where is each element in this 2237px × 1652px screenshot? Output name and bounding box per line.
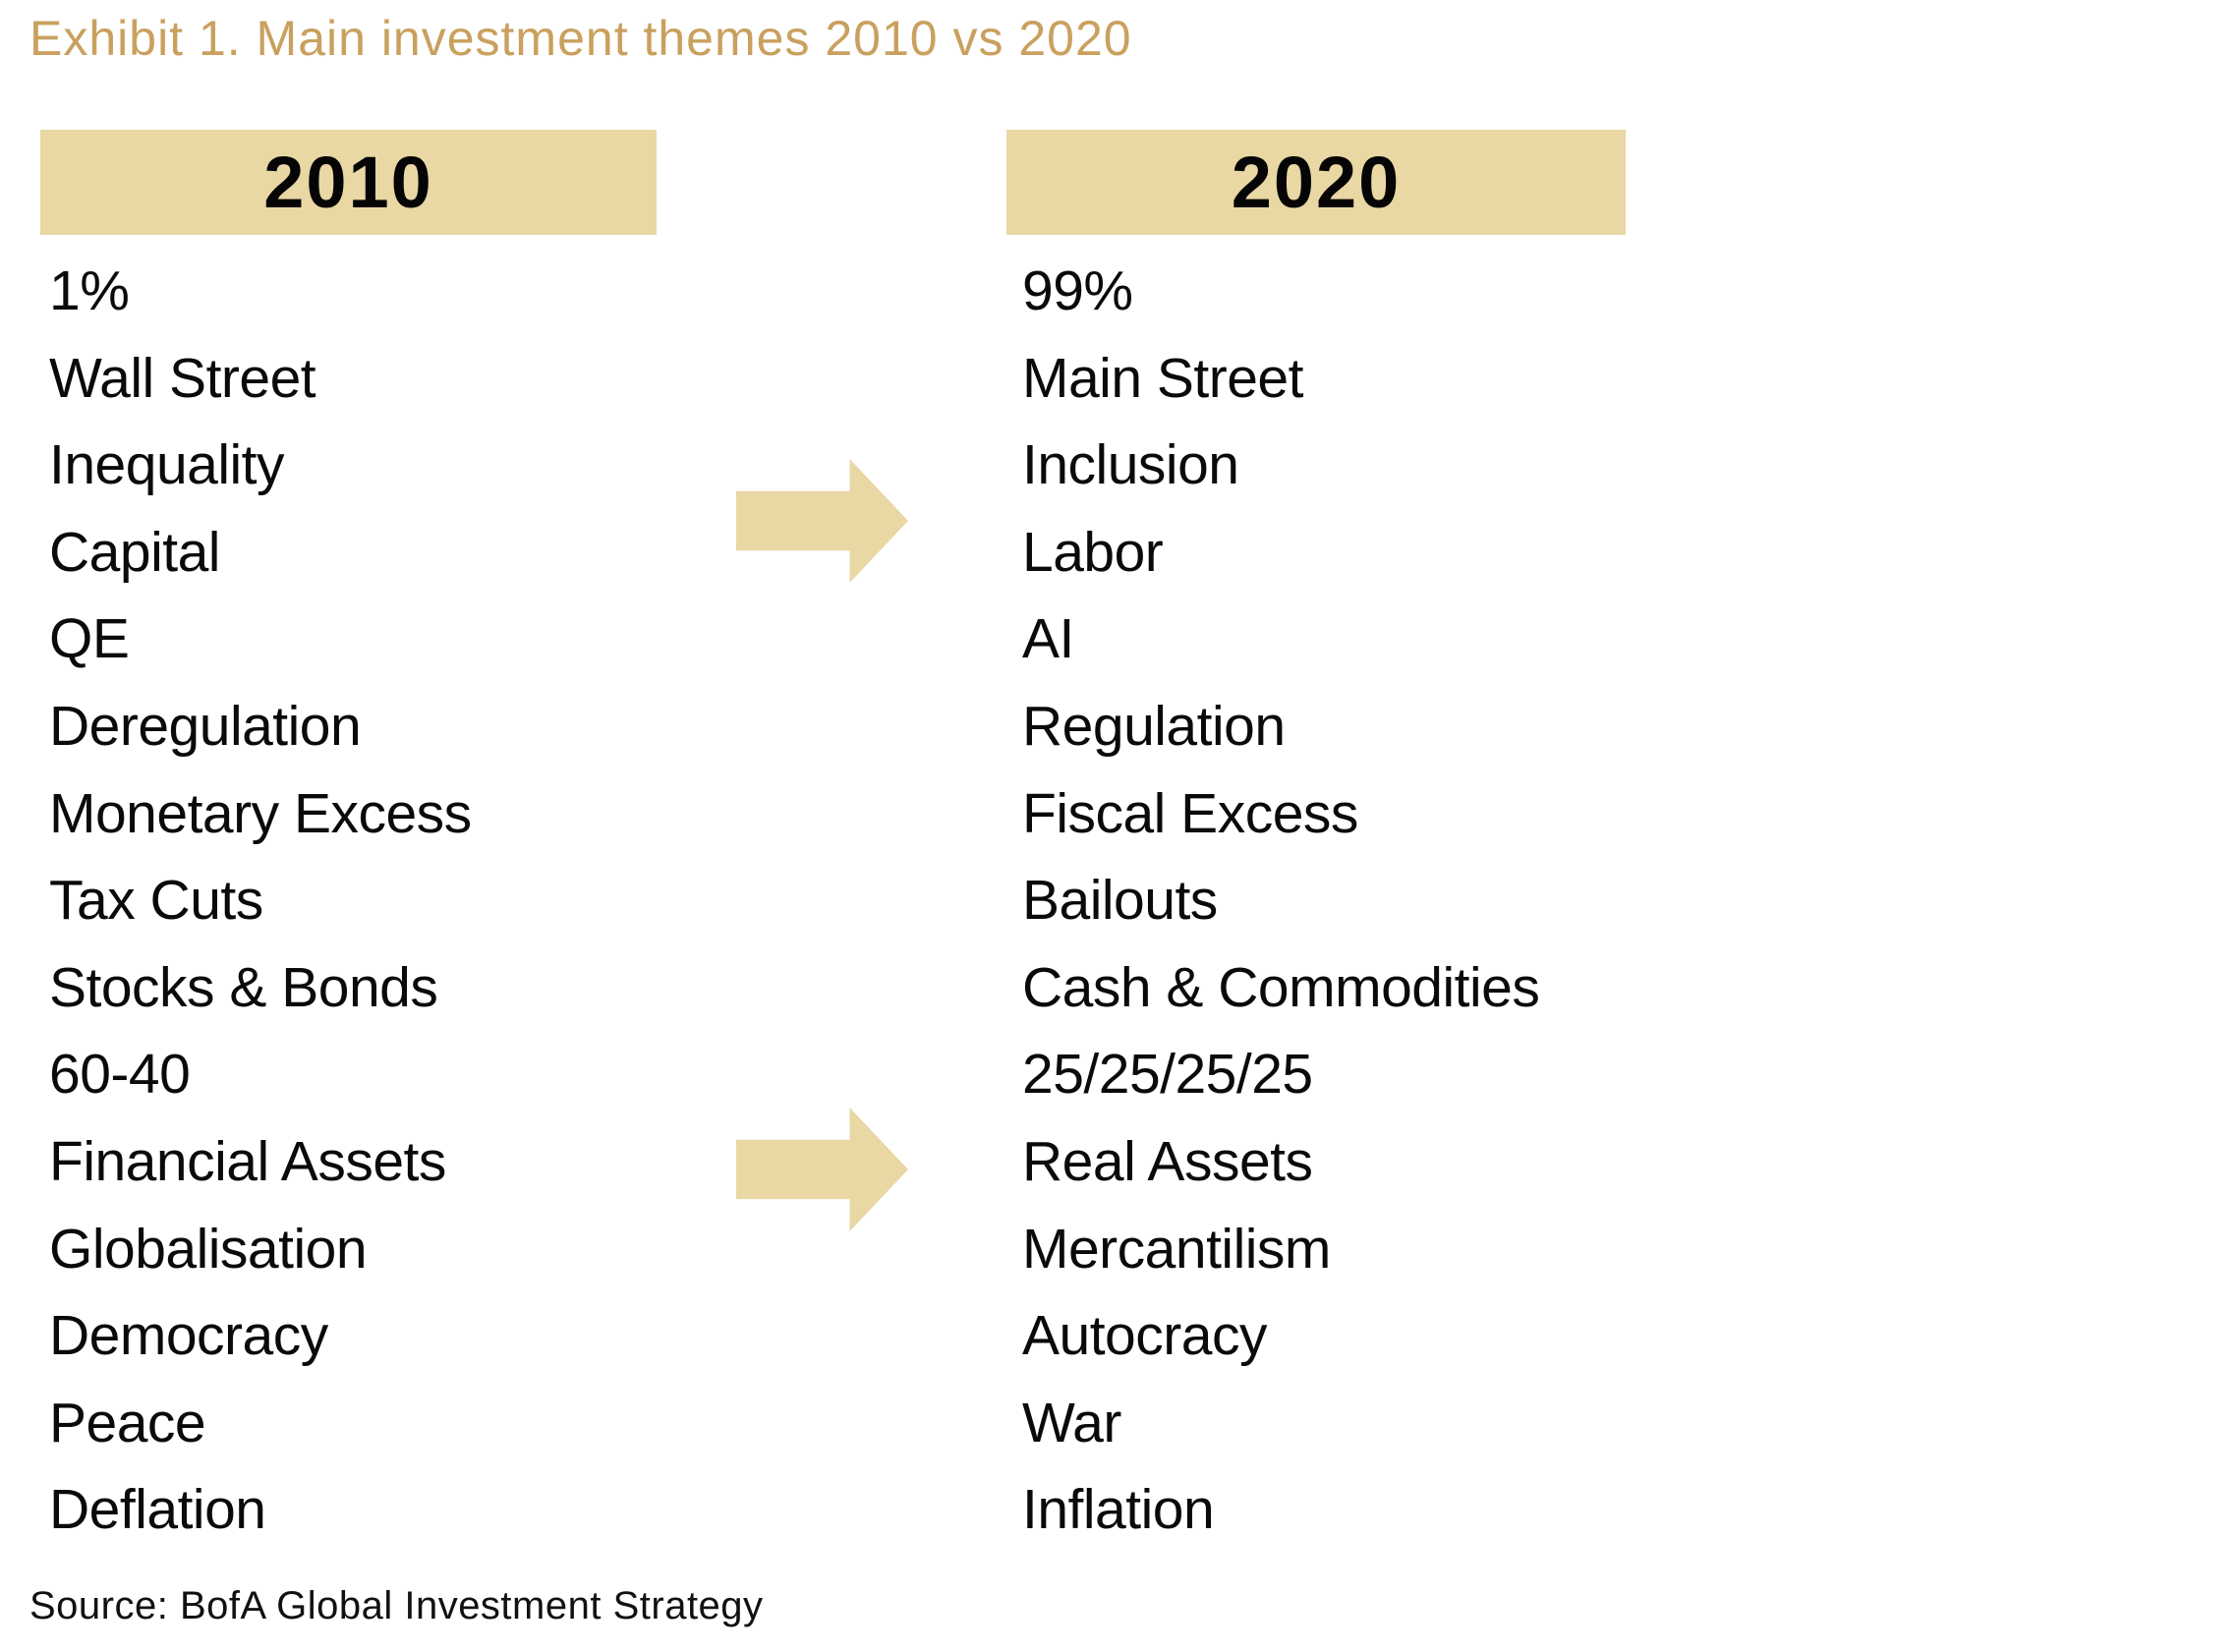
theme-item: Democracy	[49, 1304, 328, 1368]
theme-item: Capital	[49, 520, 220, 584]
theme-item: 1%	[49, 259, 130, 322]
theme-item: Inclusion	[1022, 433, 1239, 497]
theme-item: Cash & Commodities	[1022, 955, 1540, 1019]
theme-item: Globalisation	[49, 1217, 368, 1281]
year-label-2020: 2020	[1231, 142, 1402, 223]
theme-item: Wall Street	[49, 346, 316, 410]
header-band-2010: 2010	[40, 130, 657, 235]
theme-item: QE	[49, 607, 130, 671]
theme-item: Bailouts	[1022, 869, 1218, 933]
theme-item: Financial Assets	[49, 1129, 446, 1193]
theme-item: AI	[1022, 607, 1074, 671]
theme-item: Inflation	[1022, 1478, 1215, 1542]
theme-item: Stocks & Bonds	[49, 955, 438, 1019]
theme-item: Regulation	[1022, 694, 1286, 758]
header-band-2020: 2020	[1006, 130, 1626, 235]
theme-item: Deregulation	[49, 694, 362, 758]
theme-item: Tax Cuts	[49, 869, 263, 933]
theme-item: 60-40	[49, 1043, 191, 1107]
theme-item: Monetary Excess	[49, 781, 472, 845]
theme-item: Autocracy	[1022, 1304, 1267, 1368]
themes-list-2020: 99% Main Street Inclusion Labor AI Regul…	[1022, 248, 1540, 1554]
theme-item: Fiscal Excess	[1022, 781, 1358, 845]
theme-item: Mercantilism	[1022, 1217, 1331, 1281]
theme-item: Deflation	[49, 1478, 266, 1542]
theme-item: Main Street	[1022, 346, 1303, 410]
year-label-2010: 2010	[263, 142, 433, 223]
exhibit-title: Exhibit 1. Main investment themes 2010 v…	[29, 11, 1132, 66]
right-arrow-icon	[736, 1108, 908, 1231]
theme-item: Real Assets	[1022, 1129, 1313, 1193]
theme-item: 99%	[1022, 259, 1133, 322]
theme-item: Inequality	[49, 433, 285, 497]
theme-item: Peace	[49, 1391, 206, 1454]
theme-item: 25/25/25/25	[1022, 1043, 1313, 1107]
right-arrow-icon	[736, 459, 908, 583]
source-note: Source: BofA Global Investment Strategy	[29, 1584, 764, 1627]
theme-item: War	[1022, 1391, 1121, 1454]
themes-list-2010: 1% Wall Street Inequality Capital QE Der…	[49, 248, 472, 1554]
theme-item: Labor	[1022, 520, 1164, 584]
